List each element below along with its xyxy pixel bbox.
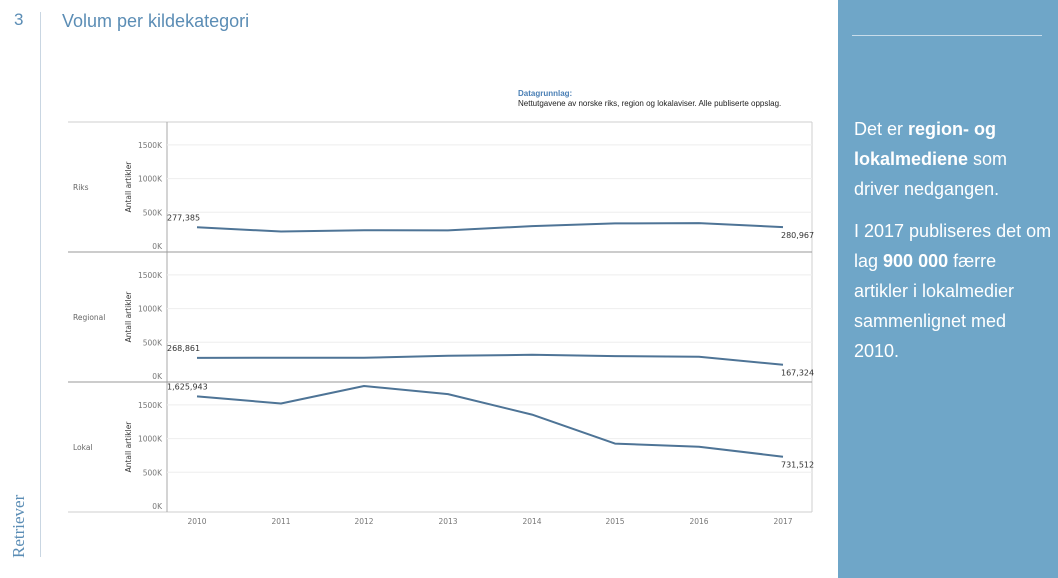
retriever-logo: Retriever <box>9 494 28 558</box>
slide-divider-line <box>40 12 41 557</box>
y-tick-label: 1000K <box>138 305 163 314</box>
right-text-panel: Det er region- og lokalmediene som drive… <box>838 0 1058 578</box>
datasource-heading: Datagrunnlag: <box>518 89 572 98</box>
y-axis-title: Antall artikler <box>124 421 133 473</box>
y-tick-label: 500K <box>143 468 163 477</box>
y-tick-label: 1000K <box>138 435 163 444</box>
data-label-last: 731,512 <box>781 461 814 470</box>
line-chart: Datagrunnlag:Nettutgavene av norske riks… <box>68 89 814 526</box>
panel-label-regional: Regional <box>73 313 105 322</box>
panel-paragraph-2: I 2017 publiseres det om lag 900 000 fær… <box>854 221 1052 361</box>
data-label-first: 277,385 <box>167 213 200 222</box>
y-axis-title: Antall artikler <box>124 291 133 343</box>
slide-number: 3 <box>14 10 24 29</box>
x-tick-label: 2016 <box>689 517 708 526</box>
y-tick-label: 0K <box>152 242 163 251</box>
data-label-last: 167,324 <box>781 369 814 378</box>
datasource-note: Nettutgavene av norske riks, region og l… <box>518 99 781 108</box>
y-tick-label: 0K <box>152 502 163 511</box>
data-label-first: 1,625,943 <box>167 382 208 391</box>
panel-rule <box>852 35 1042 36</box>
y-tick-label: 1500K <box>138 271 163 280</box>
y-tick-label: 500K <box>143 208 163 217</box>
panel-text: Det er region- og lokalmediene som drive… <box>854 114 1052 378</box>
panel-label-lokal: Lokal <box>73 443 93 452</box>
y-tick-label: 500K <box>143 338 163 347</box>
y-axis-title: Antall artikler <box>124 161 133 213</box>
series-line-regional <box>196 353 784 366</box>
y-tick-label: 1500K <box>138 401 163 410</box>
x-tick-label: 2012 <box>354 517 373 526</box>
series-line-lokal <box>196 385 784 458</box>
panel-label-riks: Riks <box>73 183 89 192</box>
x-tick-label: 2011 <box>271 517 290 526</box>
panel-paragraph-1: Det er region- og lokalmediene som drive… <box>854 119 1008 199</box>
x-tick-label: 2014 <box>522 517 541 526</box>
y-tick-label: 1500K <box>138 141 163 150</box>
y-tick-label: 1000K <box>138 175 163 184</box>
slide-title: Volum per kildekategori <box>62 11 250 31</box>
logo-text: Retriever <box>9 494 28 558</box>
data-label-last: 280,967 <box>781 231 814 240</box>
x-tick-label: 2013 <box>438 517 457 526</box>
x-tick-label: 2015 <box>605 517 624 526</box>
x-tick-label: 2010 <box>187 517 206 526</box>
x-tick-label: 2017 <box>773 517 792 526</box>
data-label-first: 268,861 <box>167 344 200 353</box>
series-line-riks <box>196 222 784 233</box>
y-tick-label: 0K <box>152 372 163 381</box>
